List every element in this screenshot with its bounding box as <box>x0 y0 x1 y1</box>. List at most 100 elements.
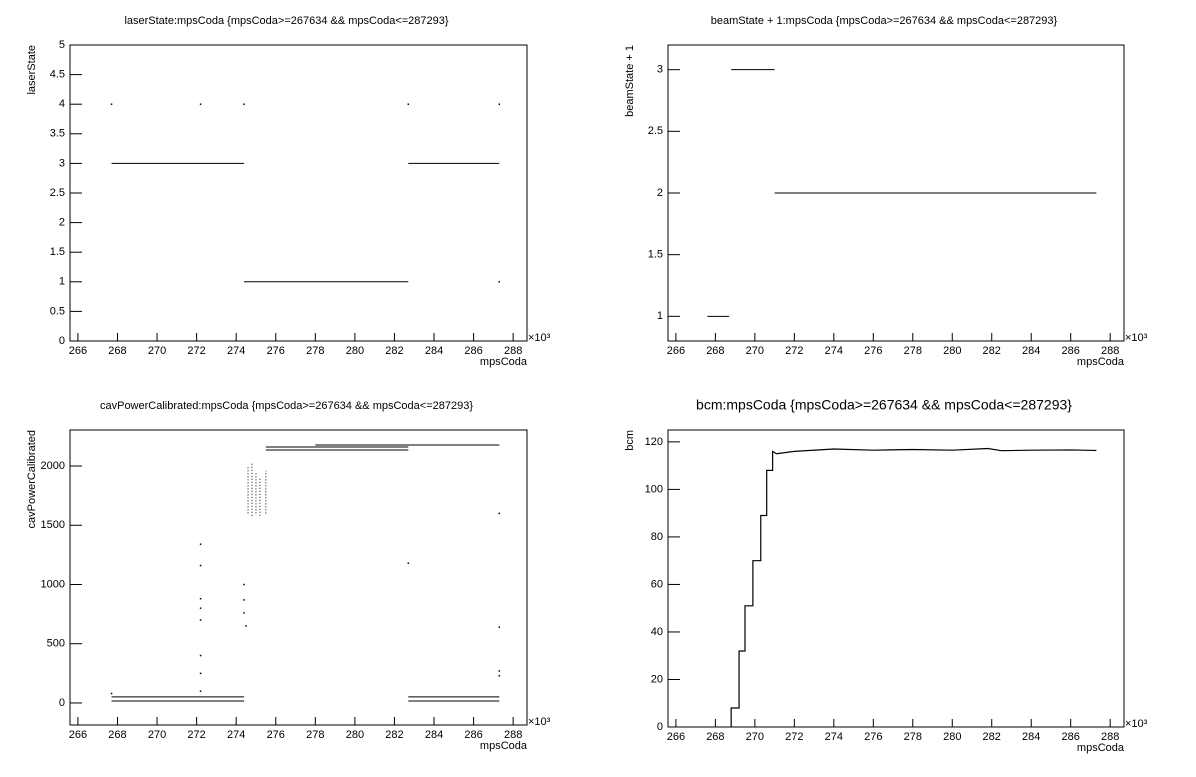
x-tick-label: 270 <box>746 345 764 357</box>
y-tick-label: 1.5 <box>648 249 663 261</box>
x-tick-label: 284 <box>1022 345 1040 357</box>
x-tick-label: 288 <box>504 729 522 741</box>
point <box>199 543 202 545</box>
chart-title: bcm:mpsCoda {mpsCoda>=267634 && mpsCoda<… <box>696 397 1072 413</box>
x-tick-label: 268 <box>108 729 126 741</box>
x-tick-label: 270 <box>148 729 166 741</box>
x-tick-label: 274 <box>825 345 843 357</box>
x-tick-label: 282 <box>385 729 403 741</box>
x-axis-label: mpsCoda <box>480 740 528 752</box>
x-tick-label: 276 <box>267 729 285 741</box>
y-tick-label: 1500 <box>41 519 65 531</box>
y-tick-label: 3 <box>59 157 65 169</box>
x-tick-label: 280 <box>943 731 961 743</box>
x-tick-label: 272 <box>785 345 803 357</box>
y-tick-label: 0 <box>59 335 65 347</box>
x-tick-label: 270 <box>746 731 764 743</box>
x-tick-label: 282 <box>983 731 1001 743</box>
point <box>498 670 501 672</box>
x-tick-label: 270 <box>148 345 166 357</box>
y-tick-label: 1.5 <box>50 246 65 258</box>
x-tick-label: 272 <box>785 731 803 743</box>
x-tick-label: 286 <box>464 729 482 741</box>
x-tick-label: 280 <box>943 345 961 357</box>
y-tick-label: 3.5 <box>50 128 65 140</box>
x-axis-label: mpsCoda <box>1077 742 1125 754</box>
x-tick-label: 278 <box>306 345 324 357</box>
x-tick-label: 276 <box>864 345 882 357</box>
x-tick-label: 274 <box>825 731 843 743</box>
x-multiplier: ×10³ <box>528 332 551 344</box>
point <box>243 612 245 614</box>
x-tick-label: 288 <box>504 345 522 357</box>
chart-title: cavPowerCalibrated:mpsCoda {mpsCoda>=267… <box>100 400 473 412</box>
frame <box>69 429 528 726</box>
y-tick-label: 20 <box>651 673 663 685</box>
point <box>199 672 202 675</box>
y-axis-label: cavPowerCalibrated <box>26 430 38 528</box>
x-tick-label: 266 <box>69 729 87 741</box>
point <box>199 564 202 567</box>
x-tick-label: 286 <box>1062 731 1080 743</box>
point <box>407 103 410 105</box>
chart-title: beamState + 1:mpsCoda {mpsCoda>=267634 &… <box>711 15 1058 27</box>
chart-title: laserState:mpsCoda {mpsCoda>=267634 && m… <box>124 15 448 27</box>
y-tick-label: 3 <box>657 64 663 76</box>
y-tick-label: 4.5 <box>50 69 65 81</box>
x-tick-label: 268 <box>108 345 126 357</box>
x-tick-label: 274 <box>227 729 245 741</box>
x-tick-label: 280 <box>346 345 364 357</box>
point <box>243 103 245 105</box>
x-multiplier: ×10³ <box>1125 718 1148 730</box>
y-tick-label: 1 <box>657 310 663 322</box>
x-tick-label: 276 <box>864 731 882 743</box>
x-tick-label: 280 <box>346 729 364 741</box>
frame <box>667 429 1125 728</box>
x-multiplier: ×10³ <box>1125 332 1148 344</box>
x-multiplier: ×10³ <box>528 716 551 728</box>
x-tick-label: 266 <box>69 345 87 357</box>
x-tick-label: 278 <box>904 731 922 743</box>
point <box>199 607 202 609</box>
point <box>199 103 202 105</box>
x-tick-label: 286 <box>1062 345 1080 357</box>
y-tick-label: 2 <box>657 187 663 199</box>
y-tick-label: 2000 <box>41 460 65 472</box>
y-tick-label: 4 <box>59 98 65 110</box>
x-tick-label: 272 <box>187 729 205 741</box>
point <box>243 599 245 601</box>
y-tick-label: 120 <box>645 436 663 448</box>
y-axis-label: beamState + 1 <box>624 45 636 117</box>
x-tick-label: 288 <box>1101 345 1119 357</box>
y-tick-label: 500 <box>47 638 65 650</box>
y-tick-label: 5 <box>59 39 65 51</box>
x-tick-label: 288 <box>1101 731 1119 743</box>
point <box>407 562 410 564</box>
x-tick-label: 268 <box>706 345 724 357</box>
x-tick-label: 278 <box>904 345 922 357</box>
y-tick-label: 0.5 <box>50 305 65 317</box>
point <box>245 625 247 627</box>
y-axis-label: bcm <box>624 430 636 451</box>
y-tick-label: 0 <box>657 721 663 733</box>
x-axis-label: mpsCoda <box>1077 356 1125 368</box>
point <box>498 281 501 283</box>
x-tick-label: 284 <box>1022 731 1040 743</box>
point <box>110 692 113 695</box>
x-tick-label: 266 <box>667 731 685 743</box>
y-axis-label: laserState <box>26 45 38 95</box>
y-tick-label: 1 <box>59 276 65 288</box>
point <box>110 103 113 105</box>
x-tick-label: 284 <box>425 345 443 357</box>
point <box>498 103 501 105</box>
x-tick-label: 286 <box>464 345 482 357</box>
point <box>498 626 501 628</box>
x-axis-label: mpsCoda <box>480 356 528 368</box>
y-tick-label: 1000 <box>41 578 65 590</box>
y-tick-label: 40 <box>651 626 663 638</box>
y-tick-label: 80 <box>651 531 663 543</box>
x-tick-label: 278 <box>306 729 324 741</box>
point <box>498 674 501 677</box>
